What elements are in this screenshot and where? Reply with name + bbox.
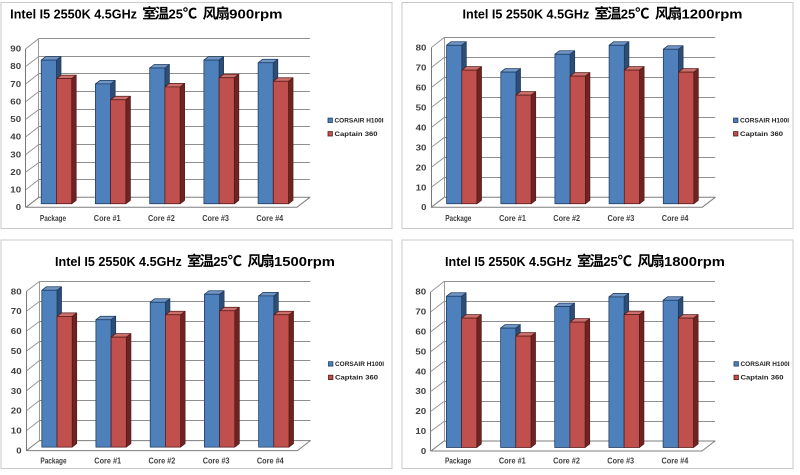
svg-text:Core #1: Core #1 xyxy=(499,456,526,466)
svg-text:Intel I5 2550K 4.5GHz: Intel I5 2550K 4.5GHz xyxy=(445,255,572,269)
svg-text:CORSAIR H100I: CORSAIR H100I xyxy=(740,118,789,125)
svg-text:30: 30 xyxy=(416,143,427,152)
svg-text:50: 50 xyxy=(415,347,426,356)
svg-text:Core #1: Core #1 xyxy=(94,456,121,466)
svg-text:25: 25 xyxy=(603,255,618,269)
svg-text:Package: Package xyxy=(40,213,66,223)
svg-text:Intel I5 2550K 4.5GHz: Intel I5 2550K 4.5GHz xyxy=(10,8,137,22)
svg-text:0: 0 xyxy=(421,203,427,212)
svg-text:0: 0 xyxy=(16,447,22,456)
svg-text:Core #1: Core #1 xyxy=(94,213,121,223)
svg-text:Core #3: Core #3 xyxy=(203,456,230,466)
svg-text:Captain 360: Captain 360 xyxy=(335,131,378,138)
svg-text:Package: Package xyxy=(445,213,471,223)
svg-text:Package: Package xyxy=(445,456,471,466)
svg-text:30: 30 xyxy=(415,387,426,396)
svg-text:20: 20 xyxy=(10,168,21,177)
svg-text:10: 10 xyxy=(415,427,426,436)
svg-text:10: 10 xyxy=(10,186,21,195)
svg-text:80: 80 xyxy=(11,287,22,296)
svg-text:Core #2: Core #2 xyxy=(149,456,176,466)
svg-text:Captain 360: Captain 360 xyxy=(741,375,784,382)
svg-text:Package: Package xyxy=(40,456,66,466)
svg-text:Core #2: Core #2 xyxy=(553,213,580,223)
svg-text:80: 80 xyxy=(10,62,21,71)
svg-text:30: 30 xyxy=(11,387,22,396)
svg-text:1800rpm: 1800rpm xyxy=(664,255,725,269)
svg-text:Core #3: Core #3 xyxy=(202,213,229,223)
svg-text:25: 25 xyxy=(213,255,228,269)
svg-text:Core #2: Core #2 xyxy=(553,456,580,466)
svg-text:60: 60 xyxy=(11,327,22,336)
svg-text:60: 60 xyxy=(415,328,426,337)
svg-text:Captain 360: Captain 360 xyxy=(740,131,783,138)
svg-text:20: 20 xyxy=(415,407,426,416)
svg-text:0: 0 xyxy=(421,447,427,456)
svg-text:Core #4: Core #4 xyxy=(662,213,689,223)
svg-text:Captain 360: Captain 360 xyxy=(335,375,378,382)
svg-text:40: 40 xyxy=(415,367,426,376)
svg-text:25: 25 xyxy=(621,8,636,22)
svg-text:0: 0 xyxy=(16,203,22,212)
svg-text:Core #4: Core #4 xyxy=(662,456,689,466)
svg-text:20: 20 xyxy=(11,407,22,416)
svg-text:70: 70 xyxy=(11,307,22,316)
svg-text:Intel I5 2550K 4.5GHz: Intel I5 2550K 4.5GHz xyxy=(55,255,182,269)
svg-text:Core #1: Core #1 xyxy=(499,213,526,223)
svg-text:Intel I5 2550K 4.5GHz: Intel I5 2550K 4.5GHz xyxy=(463,8,590,22)
svg-text:Core #4: Core #4 xyxy=(256,213,283,223)
svg-text:50: 50 xyxy=(416,104,427,113)
svg-text:Core #3: Core #3 xyxy=(607,456,634,466)
svg-text:CORSAIR H100I: CORSAIR H100I xyxy=(335,361,384,368)
svg-text:70: 70 xyxy=(415,308,426,317)
svg-text:25: 25 xyxy=(169,8,184,22)
svg-text:70: 70 xyxy=(10,80,21,89)
svg-text:60: 60 xyxy=(10,97,21,106)
svg-text:20: 20 xyxy=(416,163,427,172)
svg-text:1200rpm: 1200rpm xyxy=(682,8,743,22)
svg-text:60: 60 xyxy=(416,84,427,93)
svg-text:70: 70 xyxy=(416,64,427,73)
svg-text:10: 10 xyxy=(416,183,427,192)
svg-text:1500rpm: 1500rpm xyxy=(274,255,335,269)
svg-text:Core #2: Core #2 xyxy=(148,213,175,223)
svg-text:Core #3: Core #3 xyxy=(608,213,635,223)
svg-text:900rpm: 900rpm xyxy=(229,8,282,22)
svg-text:50: 50 xyxy=(11,347,22,356)
svg-text:40: 40 xyxy=(11,367,22,376)
svg-text:Core #4: Core #4 xyxy=(257,456,284,466)
svg-text:50: 50 xyxy=(10,115,21,124)
svg-text:CORSAIR H100I: CORSAIR H100I xyxy=(741,361,790,368)
svg-text:CORSAIR H100I: CORSAIR H100I xyxy=(335,118,384,125)
svg-text:40: 40 xyxy=(10,133,21,142)
svg-text:10: 10 xyxy=(11,427,22,436)
svg-text:40: 40 xyxy=(416,123,427,132)
svg-text:80: 80 xyxy=(416,44,427,53)
svg-text:80: 80 xyxy=(415,288,426,297)
svg-text:30: 30 xyxy=(10,150,21,159)
svg-text:90: 90 xyxy=(10,45,21,54)
